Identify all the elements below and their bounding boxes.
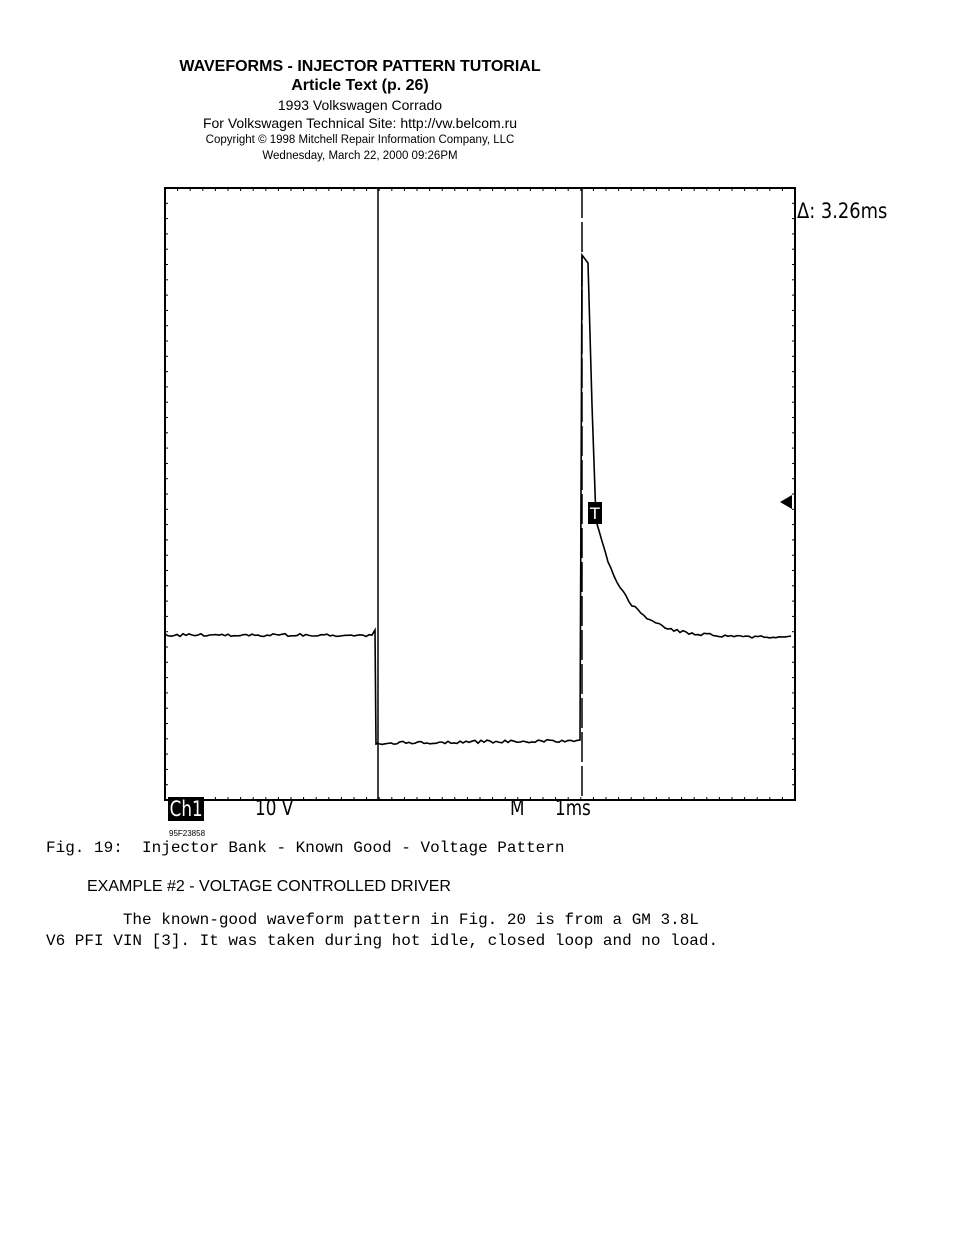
timebase-label: M bbox=[510, 796, 525, 820]
date: Wednesday, March 22, 2000 09:26PM bbox=[0, 150, 720, 162]
figure-caption: Fig. 19: Injector Bank - Known Good - Vo… bbox=[46, 839, 564, 857]
svg-text:T: T bbox=[589, 504, 600, 523]
figure-code: 95F23858 bbox=[169, 829, 205, 838]
paragraph-line: The known-good waveform pattern in Fig. … bbox=[46, 911, 699, 929]
trigger-level-arrow-icon bbox=[780, 495, 792, 509]
volts-per-div: 10 V bbox=[255, 796, 293, 820]
section-heading: EXAMPLE #2 - VOLTAGE CONTROLLED DRIVER bbox=[87, 878, 451, 896]
vehicle: 1993 Volkswagen Corrado bbox=[0, 97, 720, 113]
site-line: For Volkswagen Technical Site: http://vw… bbox=[0, 115, 720, 131]
page-title: WAVEFORMS - INJECTOR PATTERN TUTORIAL bbox=[0, 58, 720, 76]
page-subtitle: Article Text (p. 26) bbox=[0, 77, 720, 95]
copyright: Copyright © 1998 Mitchell Repair Informa… bbox=[0, 134, 720, 146]
channel-label: Ch1 bbox=[168, 797, 204, 821]
delta-readout: Δ: 3.26ms bbox=[797, 199, 887, 223]
paragraph-line: V6 PFI VIN [3]. It was taken during hot … bbox=[46, 932, 718, 950]
oscilloscope-waveform: T bbox=[160, 185, 800, 805]
timebase: 1ms bbox=[555, 796, 591, 820]
